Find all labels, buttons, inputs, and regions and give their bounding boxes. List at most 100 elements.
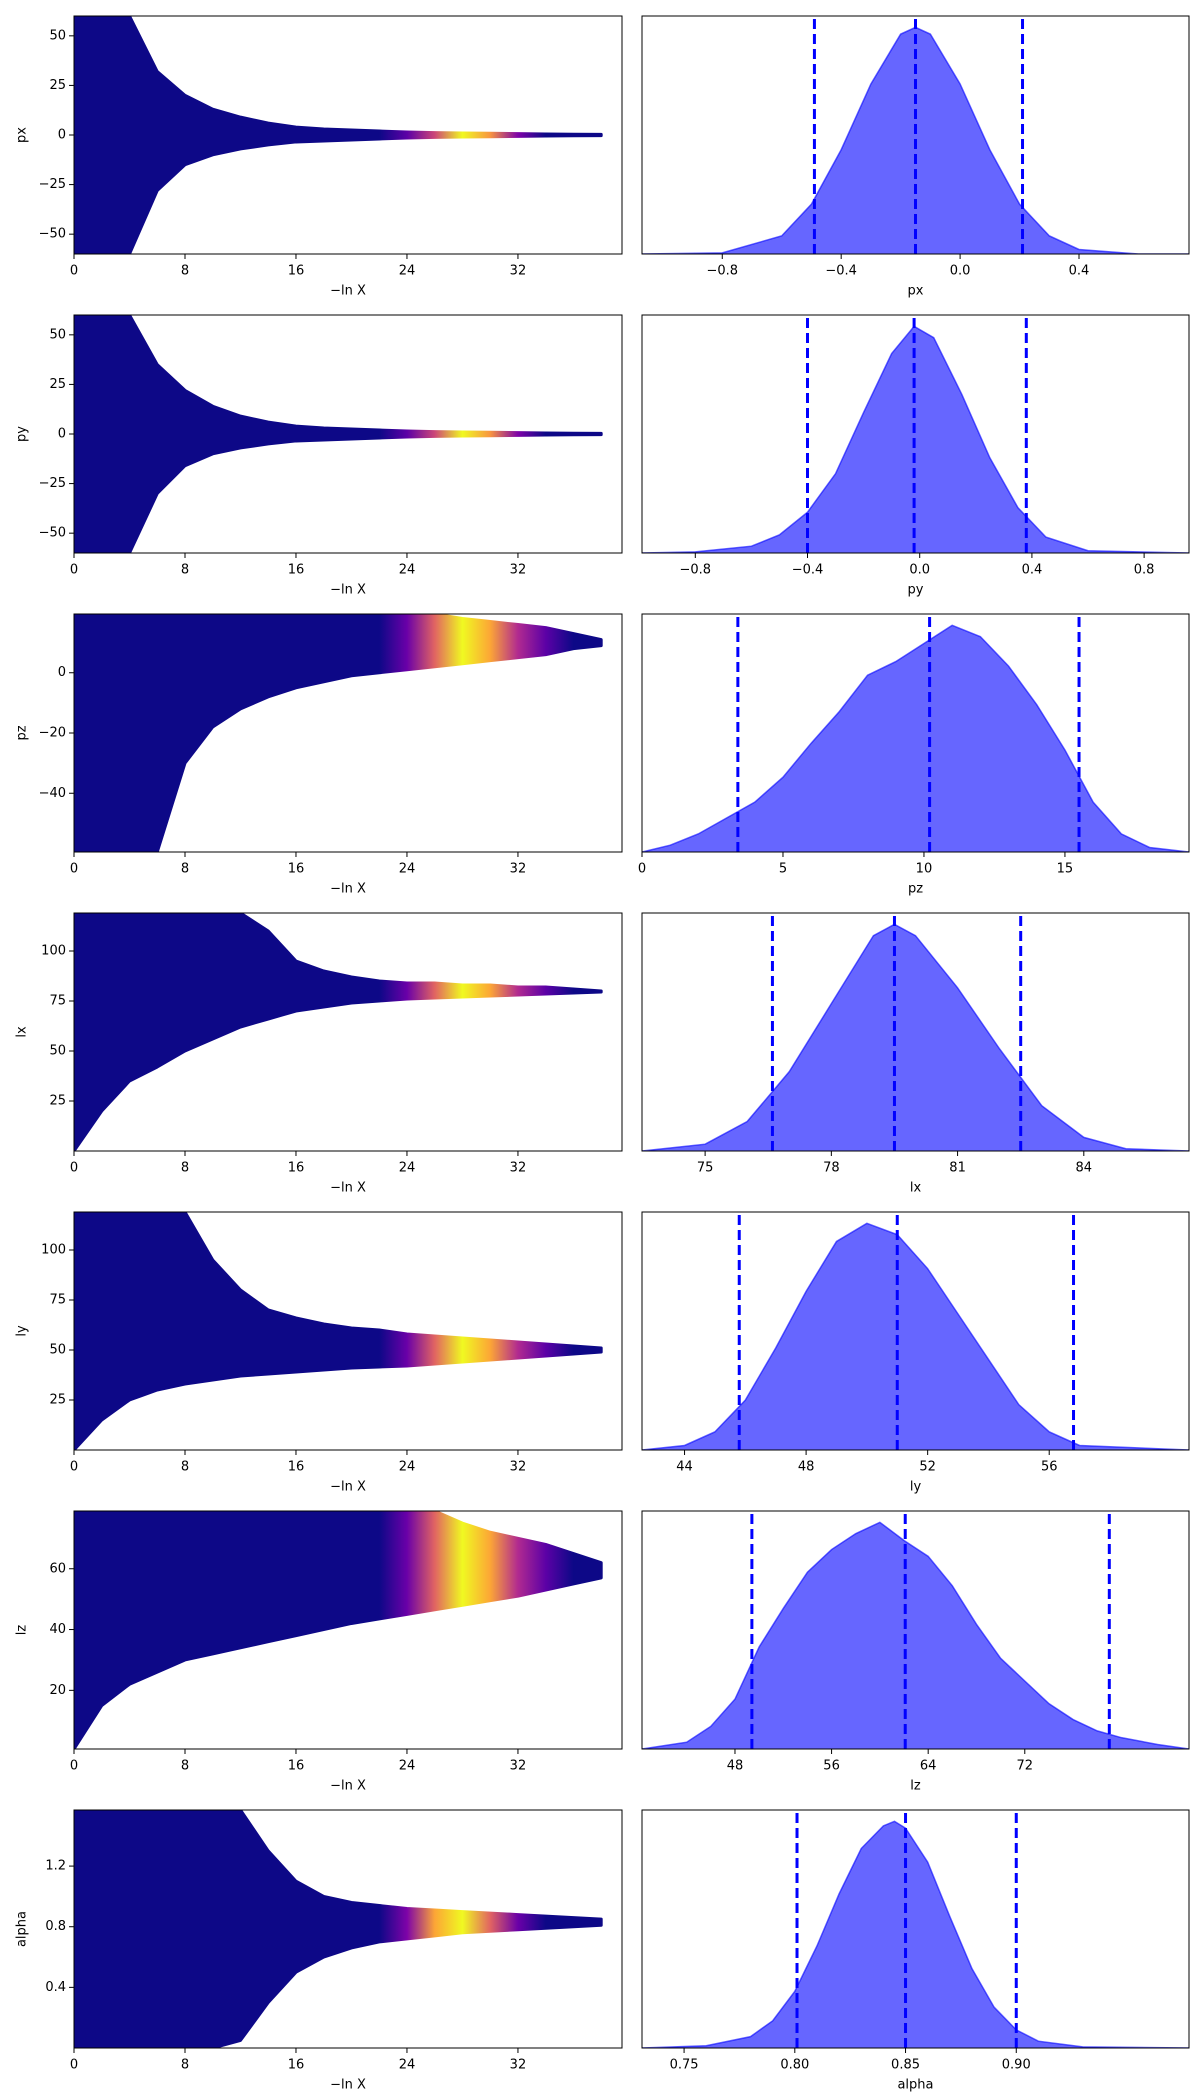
x-tick-label: 32: [510, 563, 527, 578]
x-tick-label: 56: [823, 1759, 840, 1774]
y-tick-label: 20: [49, 1683, 66, 1698]
x-tick-label: 0.8: [1134, 563, 1155, 578]
x-axis-label: −ln X: [330, 1181, 366, 1196]
y-tick-label: 100: [41, 1243, 66, 1258]
density-line: [642, 1222, 1189, 1450]
y-tick-label: 25: [49, 377, 66, 392]
y-tick-label: −40: [39, 786, 66, 801]
y-axis-label: lz: [15, 1625, 30, 1636]
y-tick-label: 50: [49, 1343, 66, 1358]
x-tick-label: 0.80: [780, 2058, 809, 2073]
axes-frame: [73, 1809, 623, 2049]
sample-band: [74, 614, 603, 852]
y-tick-label: 0: [58, 665, 66, 680]
density-area: [642, 924, 1189, 1151]
sample-band: [74, 315, 603, 553]
x-tick-label: 0.0: [950, 264, 971, 279]
x-tick-label: 0: [70, 1460, 78, 1475]
axes-frame: [641, 1510, 1190, 1750]
x-axis-label: −ln X: [330, 882, 366, 897]
x-tick-label: 24: [399, 2058, 416, 2073]
x-tick-label: 48: [727, 1759, 744, 1774]
axes-frame: [641, 314, 1190, 554]
x-tick-label: 0: [70, 1759, 78, 1774]
y-tick-label: −20: [39, 726, 66, 741]
x-tick-label: 10: [916, 862, 933, 877]
axes-frame: [641, 613, 1190, 853]
x-tick-label: −0.4: [792, 563, 824, 578]
sample-band: [74, 1212, 603, 1450]
y-tick-label: 25: [49, 1393, 66, 1408]
y-tick-label: 50: [49, 327, 66, 342]
x-tick-label: 81: [949, 1161, 966, 1176]
axes-frame: [641, 1211, 1190, 1451]
x-tick-label: 44: [676, 1460, 693, 1475]
x-tick-label: 0: [70, 1161, 78, 1176]
sample-band: [74, 1511, 603, 1749]
x-axis-label: py: [908, 583, 924, 598]
y-tick-label: 0: [58, 427, 66, 442]
x-tick-label: 8: [181, 862, 189, 877]
axes-frame: [641, 1809, 1190, 2049]
x-tick-label: 8: [181, 2058, 189, 2073]
x-tick-label: 0.75: [670, 2058, 699, 2073]
sample-band: [74, 1810, 603, 2048]
x-tick-label: 64: [920, 1759, 937, 1774]
x-tick-label: 8: [181, 1460, 189, 1475]
x-tick-label: 0.4: [1069, 264, 1090, 279]
y-tick-label: 60: [49, 1561, 66, 1576]
x-tick-label: 24: [399, 264, 416, 279]
x-tick-label: 8: [181, 1161, 189, 1176]
x-tick-label: 32: [510, 264, 527, 279]
x-tick-label: 0: [70, 264, 78, 279]
x-tick-label: 84: [1076, 1161, 1093, 1176]
x-axis-label: −ln X: [330, 2078, 366, 2093]
x-tick-label: 8: [181, 264, 189, 279]
x-tick-label: 15: [1057, 862, 1074, 877]
y-tick-label: 75: [49, 994, 66, 1009]
y-tick-label: −25: [39, 177, 66, 192]
x-tick-label: 52: [919, 1460, 936, 1475]
y-tick-label: 50: [49, 1044, 66, 1059]
x-axis-label: lx: [910, 1181, 922, 1196]
x-tick-label: 32: [510, 862, 527, 877]
x-tick-label: 16: [288, 1161, 305, 1176]
y-tick-label: 50: [49, 28, 66, 43]
density-line: [642, 624, 1189, 852]
x-axis-label: lz: [910, 1779, 921, 1794]
x-tick-label: 75: [697, 1161, 714, 1176]
x-tick-label: 16: [288, 862, 305, 877]
y-tick-label: −25: [39, 476, 66, 491]
x-tick-label: 0: [70, 563, 78, 578]
y-axis-label: px: [15, 127, 30, 143]
x-tick-label: 48: [798, 1460, 815, 1475]
x-tick-label: 0.4: [1022, 563, 1043, 578]
y-tick-label: 0.8: [45, 1919, 66, 1934]
x-tick-label: 32: [510, 2058, 527, 2073]
x-tick-label: 0.85: [891, 2058, 920, 2073]
x-axis-label: −ln X: [330, 583, 366, 598]
x-tick-label: 0.0: [909, 563, 930, 578]
y-tick-label: 1.2: [45, 1859, 66, 1874]
x-tick-label: 24: [399, 1759, 416, 1774]
y-tick-label: 25: [49, 1094, 66, 1109]
x-tick-label: 78: [823, 1161, 840, 1176]
x-axis-label: −ln X: [330, 1480, 366, 1495]
x-tick-label: 16: [288, 1460, 305, 1475]
x-axis-label: pz: [908, 882, 923, 897]
x-tick-label: 56: [1041, 1460, 1058, 1475]
x-tick-label: 0: [638, 862, 646, 877]
x-tick-label: 72: [1017, 1759, 1034, 1774]
y-axis-label: pz: [15, 725, 30, 740]
y-axis-label: lx: [15, 1026, 30, 1038]
y-tick-label: −50: [39, 526, 66, 541]
x-tick-label: −0.8: [706, 264, 738, 279]
x-tick-label: 24: [399, 1460, 416, 1475]
x-tick-label: 32: [510, 1460, 527, 1475]
x-tick-label: 24: [399, 1161, 416, 1176]
x-tick-label: −0.4: [825, 264, 857, 279]
x-axis-label: ly: [910, 1480, 922, 1495]
x-tick-label: 0: [70, 862, 78, 877]
